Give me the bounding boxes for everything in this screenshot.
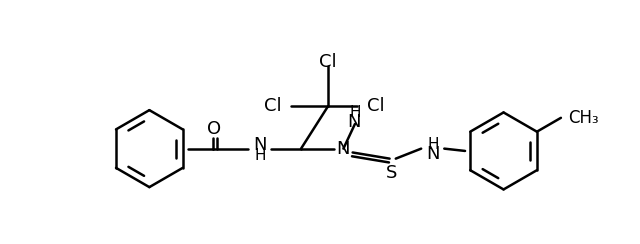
Text: N: N — [337, 140, 350, 158]
Text: Cl: Cl — [367, 97, 384, 115]
Text: Cl: Cl — [319, 53, 337, 71]
Text: N: N — [253, 136, 267, 154]
Text: S: S — [385, 163, 397, 182]
Text: O: O — [207, 120, 221, 138]
Text: H: H — [428, 137, 439, 152]
Text: H: H — [350, 105, 362, 120]
Text: CH₃: CH₃ — [568, 109, 599, 127]
Text: Cl: Cl — [264, 97, 282, 115]
Text: N: N — [427, 145, 440, 163]
Text: H: H — [255, 148, 266, 163]
Text: N: N — [348, 113, 361, 131]
